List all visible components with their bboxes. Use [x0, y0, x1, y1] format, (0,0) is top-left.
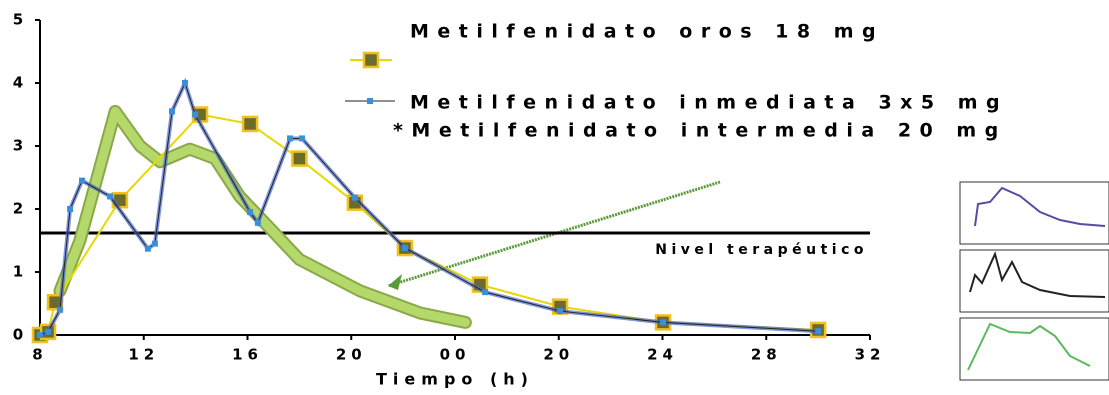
y-tick-label: 2	[13, 200, 23, 218]
marker	[152, 241, 158, 247]
legend-marker	[367, 98, 373, 104]
x-tick-label: 32	[855, 346, 886, 364]
marker	[287, 135, 293, 141]
marker	[660, 319, 666, 325]
marker	[182, 80, 188, 86]
x-tick-label: 20	[543, 346, 574, 364]
marker	[247, 209, 253, 215]
x-tick-label: 16	[232, 346, 263, 364]
x-tick-label: 12	[128, 346, 159, 364]
marker	[482, 289, 488, 295]
legend-label: Metilfenidato inmediata 3x5 mg	[410, 92, 1008, 114]
marker	[243, 117, 257, 131]
marker	[299, 135, 305, 141]
marker	[169, 108, 175, 114]
y-tick-label: 4	[13, 74, 23, 92]
marker	[37, 332, 43, 338]
arrow-head	[388, 274, 402, 290]
marker	[67, 206, 73, 212]
y-tick-label: 3	[13, 137, 23, 155]
x-axis-title: Tiempo (h)	[376, 370, 534, 389]
y-tick-label: 1	[13, 263, 23, 281]
y-tick-label: 0	[13, 326, 23, 344]
marker	[192, 112, 198, 118]
marker	[57, 307, 63, 313]
marker	[45, 329, 51, 335]
x-tick-label: 28	[751, 346, 782, 364]
marker	[107, 193, 113, 199]
legend-label: Metilfenidato oros 18 mg	[410, 21, 884, 43]
marker	[402, 245, 408, 251]
thumbnails	[960, 182, 1109, 380]
y-tick-label: 5	[13, 11, 23, 29]
series-line	[60, 111, 465, 322]
x-tick-label: 24	[647, 346, 678, 364]
marker	[145, 246, 151, 252]
legend-label: *Metilfenidato intermedia 20 mg	[393, 120, 1007, 142]
legend-marker	[364, 53, 378, 67]
marker	[815, 328, 821, 334]
marker	[79, 178, 85, 184]
x-tick-label: 8	[32, 346, 47, 364]
reference-label: Nivel terapéutico	[655, 242, 868, 258]
marker	[292, 152, 306, 166]
chart: Tiempo (h) 01234581216200020242832Nivel …	[0, 0, 1109, 391]
marker	[557, 308, 563, 314]
x-tick-label: 00	[440, 346, 471, 364]
x-tick-label: 20	[336, 346, 367, 364]
marker	[352, 195, 358, 201]
marker	[255, 220, 261, 226]
